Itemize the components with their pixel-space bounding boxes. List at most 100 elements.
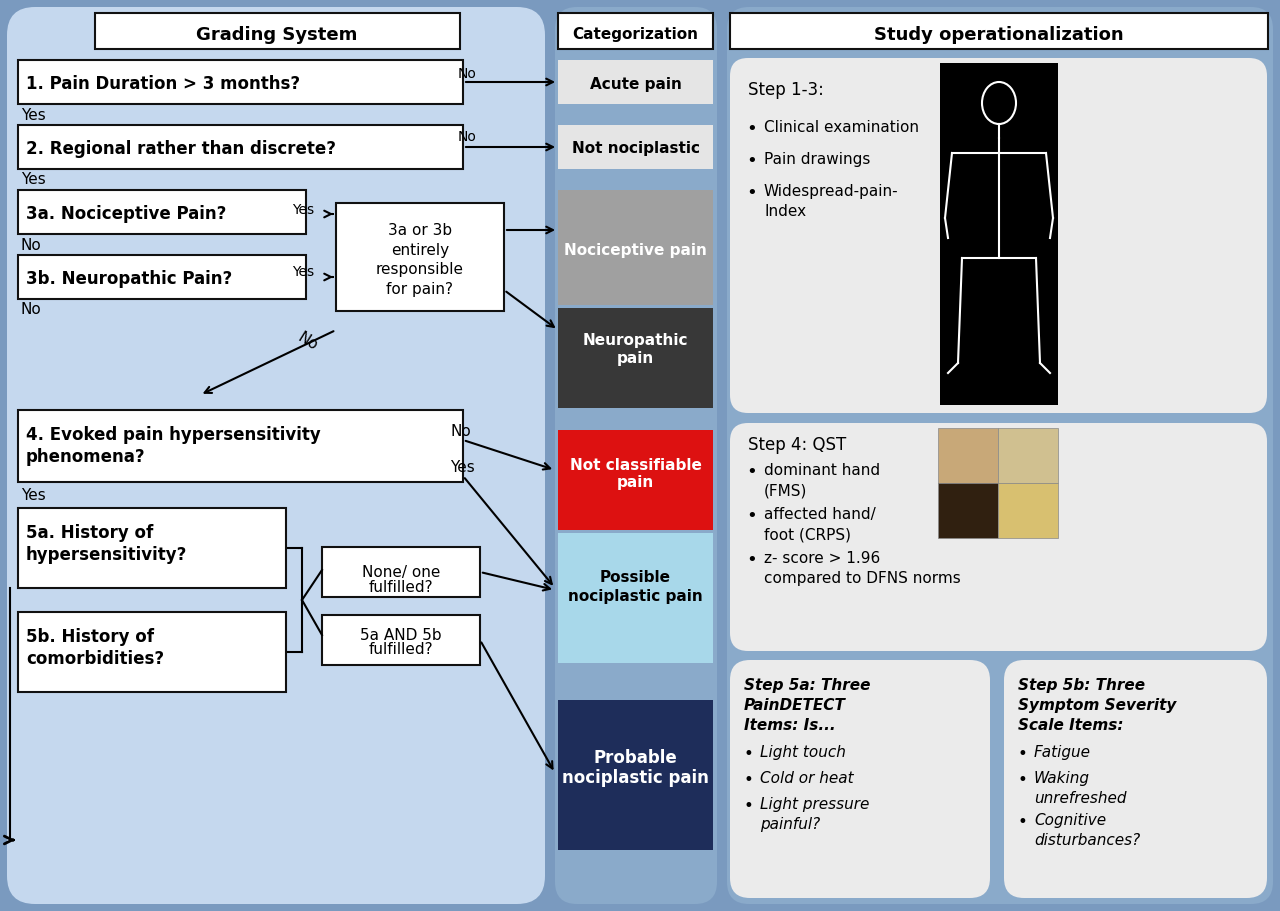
Text: Yes: Yes <box>292 203 314 217</box>
Text: No: No <box>294 330 320 353</box>
FancyBboxPatch shape <box>558 190 713 305</box>
Text: 3a or 3b
entirely
responsible
for pain?: 3a or 3b entirely responsible for pain? <box>376 223 465 297</box>
Text: Neuropathic: Neuropathic <box>582 333 689 347</box>
Text: comorbidities?: comorbidities? <box>26 650 164 668</box>
Text: Waking: Waking <box>1034 771 1091 786</box>
Text: 2. Regional rather than discrete?: 2. Regional rather than discrete? <box>26 140 335 158</box>
Text: Yes: Yes <box>20 172 46 188</box>
Text: 1. Pain Duration > 3 months?: 1. Pain Duration > 3 months? <box>26 75 300 93</box>
FancyBboxPatch shape <box>938 428 998 483</box>
Text: (FMS): (FMS) <box>764 483 808 498</box>
Text: No: No <box>20 302 42 318</box>
Text: Cognitive: Cognitive <box>1034 813 1106 828</box>
Text: •: • <box>746 507 758 525</box>
Text: •: • <box>746 463 758 481</box>
Text: •: • <box>744 745 753 763</box>
FancyBboxPatch shape <box>18 60 463 104</box>
Text: Widespread-pain-: Widespread-pain- <box>764 184 899 199</box>
Text: Cold or heat: Cold or heat <box>760 771 854 786</box>
Text: PainDETECT: PainDETECT <box>744 698 846 713</box>
FancyBboxPatch shape <box>998 483 1059 538</box>
FancyBboxPatch shape <box>558 125 713 169</box>
Text: Acute pain: Acute pain <box>590 77 681 91</box>
Text: Yes: Yes <box>451 460 475 476</box>
Text: Step 1-3:: Step 1-3: <box>748 81 824 99</box>
Text: foot (CRPS): foot (CRPS) <box>764 527 851 542</box>
Text: unrefreshed: unrefreshed <box>1034 791 1126 806</box>
FancyBboxPatch shape <box>18 612 285 692</box>
Text: •: • <box>744 771 753 789</box>
Text: 5a. History of: 5a. History of <box>26 524 154 542</box>
FancyBboxPatch shape <box>323 547 480 597</box>
Text: •: • <box>746 184 758 202</box>
Text: No: No <box>20 238 42 252</box>
FancyBboxPatch shape <box>556 7 717 904</box>
Text: No: No <box>458 67 477 81</box>
Text: Symptom Severity: Symptom Severity <box>1018 698 1176 713</box>
Text: Step 5a: Three: Step 5a: Three <box>744 678 870 693</box>
Text: •: • <box>1018 771 1027 789</box>
Text: phenomena?: phenomena? <box>26 448 146 466</box>
FancyBboxPatch shape <box>558 430 713 530</box>
Text: disturbances?: disturbances? <box>1034 833 1140 848</box>
Text: Index: Index <box>764 204 806 219</box>
Text: pain: pain <box>617 351 654 365</box>
Text: 5b. History of: 5b. History of <box>26 628 154 646</box>
Text: Not nociplastic: Not nociplastic <box>571 141 699 157</box>
Text: pain: pain <box>617 476 654 490</box>
Text: hypersensitivity?: hypersensitivity? <box>26 546 187 564</box>
Text: fulfilled?: fulfilled? <box>369 642 434 658</box>
FancyBboxPatch shape <box>18 508 285 588</box>
FancyBboxPatch shape <box>18 255 306 299</box>
Text: Clinical examination: Clinical examination <box>764 120 919 135</box>
Text: Light pressure: Light pressure <box>760 797 869 812</box>
FancyBboxPatch shape <box>998 428 1059 483</box>
Text: Items: Is...: Items: Is... <box>744 718 836 733</box>
FancyBboxPatch shape <box>730 13 1268 49</box>
Text: 3b. Neuropathic Pain?: 3b. Neuropathic Pain? <box>26 270 232 288</box>
Text: Step 4: QST: Step 4: QST <box>748 436 846 454</box>
Text: None/ one: None/ one <box>362 565 440 579</box>
FancyBboxPatch shape <box>558 700 713 850</box>
Text: Probable: Probable <box>594 749 677 767</box>
FancyBboxPatch shape <box>730 58 1267 413</box>
Text: Categorization: Categorization <box>572 27 698 43</box>
Text: Scale Items:: Scale Items: <box>1018 718 1124 733</box>
Text: nociplastic pain: nociplastic pain <box>562 769 709 787</box>
Text: dominant hand: dominant hand <box>764 463 881 478</box>
Text: Step 5b: Three: Step 5b: Three <box>1018 678 1146 693</box>
FancyBboxPatch shape <box>18 125 463 169</box>
Text: •: • <box>746 152 758 170</box>
Text: affected hand/: affected hand/ <box>764 507 876 522</box>
Text: Not classifiable: Not classifiable <box>570 457 701 473</box>
Text: 3a. Nociceptive Pain?: 3a. Nociceptive Pain? <box>26 205 227 223</box>
Text: z- score > 1.96: z- score > 1.96 <box>764 551 881 566</box>
FancyBboxPatch shape <box>18 190 306 234</box>
Text: Yes: Yes <box>20 487 46 503</box>
Text: Pain drawings: Pain drawings <box>764 152 870 167</box>
Text: fulfilled?: fulfilled? <box>369 579 434 595</box>
Text: Nociceptive pain: Nociceptive pain <box>564 242 707 258</box>
Text: 5a AND 5b: 5a AND 5b <box>360 628 442 642</box>
Text: No: No <box>458 130 477 144</box>
Text: nociplastic pain: nociplastic pain <box>568 589 703 605</box>
FancyBboxPatch shape <box>730 423 1267 651</box>
FancyBboxPatch shape <box>558 13 713 49</box>
Text: Yes: Yes <box>292 265 314 279</box>
Text: No: No <box>451 425 471 439</box>
FancyBboxPatch shape <box>730 660 989 898</box>
FancyBboxPatch shape <box>6 7 545 904</box>
FancyBboxPatch shape <box>18 410 463 482</box>
Text: compared to DFNS norms: compared to DFNS norms <box>764 571 961 586</box>
Text: Study operationalization: Study operationalization <box>874 26 1124 44</box>
Text: painful?: painful? <box>760 817 820 832</box>
Text: Possible: Possible <box>600 570 671 586</box>
FancyBboxPatch shape <box>940 63 1059 405</box>
Text: Grading System: Grading System <box>196 26 357 44</box>
Text: •: • <box>1018 813 1027 831</box>
FancyBboxPatch shape <box>95 13 460 49</box>
Text: •: • <box>1018 745 1027 763</box>
FancyBboxPatch shape <box>1004 660 1267 898</box>
Text: •: • <box>744 797 753 815</box>
Text: Light touch: Light touch <box>760 745 846 760</box>
